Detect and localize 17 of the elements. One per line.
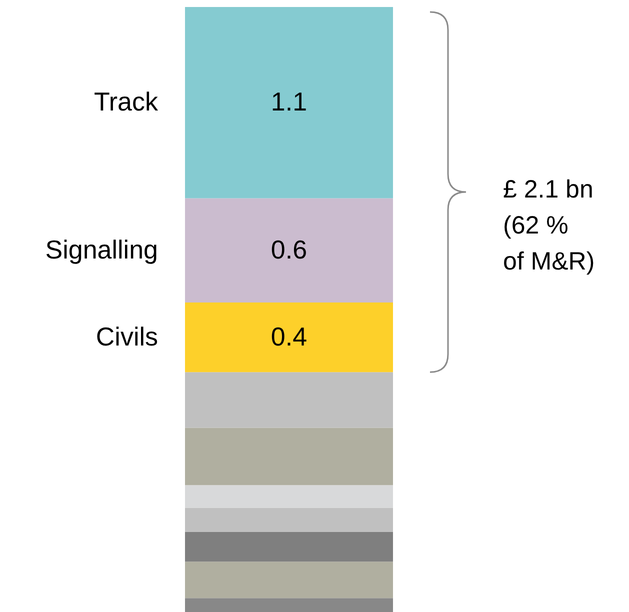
series-label: Track <box>94 86 159 117</box>
bar <box>185 562 393 598</box>
bar <box>185 485 393 508</box>
bar <box>185 198 393 303</box>
bar <box>185 598 393 612</box>
data-label: 0.4 <box>270 321 308 352</box>
series-label: Signalling <box>45 234 158 264</box>
bar <box>185 372 393 428</box>
data-label: 0.6 <box>270 234 308 264</box>
bar <box>185 532 393 562</box>
bar <box>185 7 393 198</box>
series-label: Civils <box>96 321 158 352</box>
bar <box>185 428 393 486</box>
text: £ 2.1 bn (62 % of M&R) <box>503 176 595 276</box>
bar <box>185 302 393 372</box>
bar <box>185 508 393 532</box>
data-label: 1.1 <box>270 86 308 117</box>
